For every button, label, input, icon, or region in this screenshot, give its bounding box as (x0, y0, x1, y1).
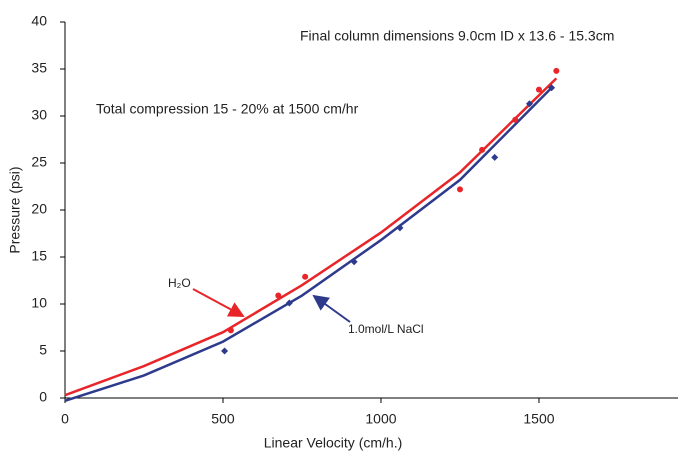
x-axis-label: Linear Velocity (cm/h.) (264, 435, 403, 451)
point (350, 258, 358, 266)
fit-line (64, 86, 553, 403)
point (535, 86, 542, 93)
y-tick-label: 40 (31, 13, 47, 29)
point (553, 67, 560, 74)
legend-label: H₂O (168, 276, 191, 290)
point (491, 153, 499, 161)
point (456, 186, 463, 193)
x-tick-label: 1500 (523, 411, 554, 427)
point (275, 292, 282, 299)
x-tick-label: 1000 (365, 411, 396, 427)
point (396, 224, 404, 232)
arrow (312, 294, 351, 323)
point (227, 327, 234, 334)
point (548, 84, 556, 92)
point (512, 116, 519, 123)
annotation: Final column dimensions 9.0cm ID x 13.6 … (300, 28, 614, 44)
point (221, 347, 229, 355)
point (479, 146, 486, 153)
point (525, 100, 533, 108)
y-tick-label: 30 (31, 107, 47, 123)
point (302, 273, 309, 280)
y-tick-label: 10 (31, 295, 47, 311)
arrow (192, 288, 245, 317)
y-tick-label: 20 (31, 201, 47, 217)
legend-label: 1.0mol/L NaCl (348, 322, 424, 336)
y-tick-label: 35 (31, 60, 47, 76)
y-tick-label: 25 (31, 154, 47, 170)
y-tick-label: 5 (39, 342, 47, 358)
point (285, 299, 293, 307)
y-tick-label: 15 (31, 248, 47, 264)
x-tick-label: 500 (211, 411, 235, 427)
y-axis-label: Pressure (psi) (7, 166, 23, 253)
y-tick-label: 0 (39, 389, 47, 405)
annotation: Total compression 15 - 20% at 1500 cm/hr (96, 101, 359, 117)
x-tick-label: 0 (61, 411, 69, 427)
fit-line (64, 77, 558, 397)
